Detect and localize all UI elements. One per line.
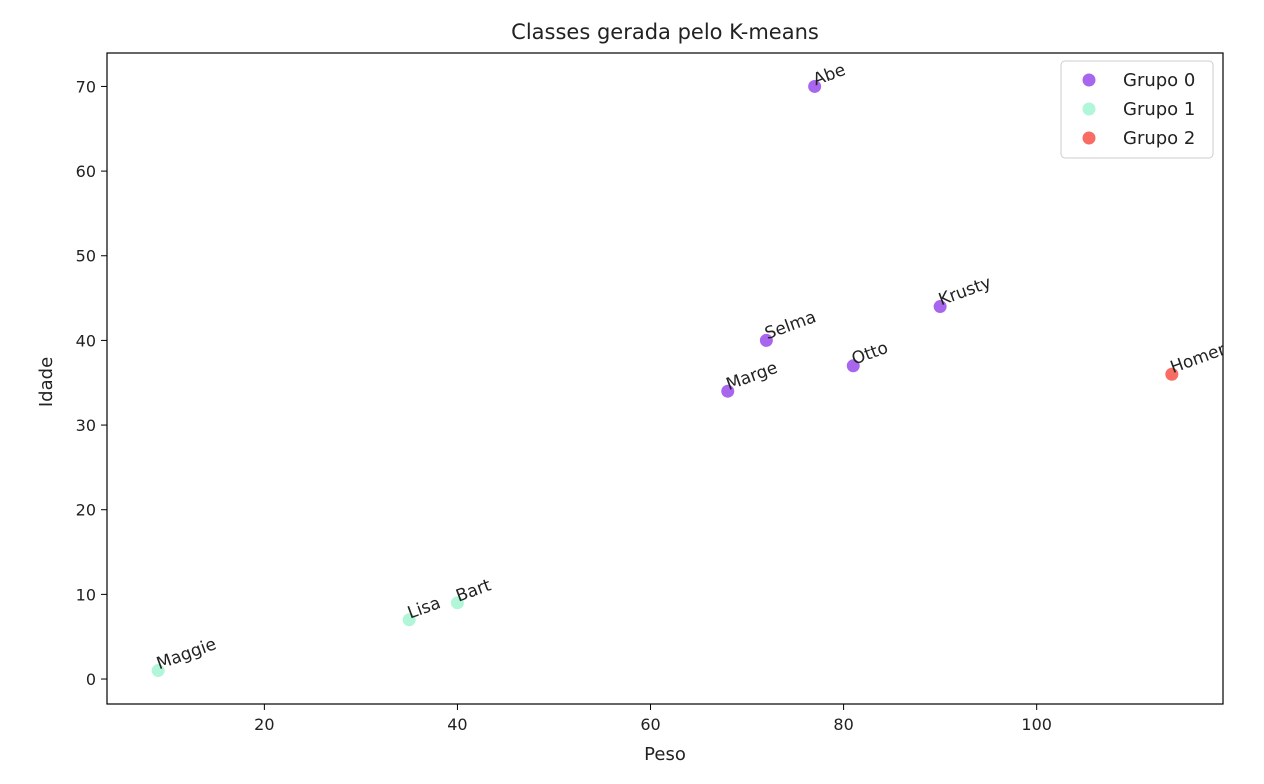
legend-box: [1060, 60, 1214, 159]
y-tick-label: 70: [76, 77, 96, 96]
point-label-homer: Homer: [1168, 340, 1229, 378]
point-label-otto: Otto: [849, 338, 891, 369]
y-tick-label: 10: [76, 585, 96, 604]
point-label-maggie: Maggie: [154, 634, 219, 674]
data-point-marge: [721, 384, 735, 398]
y-tick-label: 60: [76, 162, 96, 181]
y-tick-label: 0: [86, 670, 96, 689]
data-point-homer: [1165, 367, 1179, 381]
point-label-bart: Bart: [453, 575, 494, 606]
legend-marker: [1082, 102, 1096, 116]
x-tick-label: 20: [254, 715, 274, 734]
point-label-abe: Abe: [811, 60, 849, 90]
x-tick-label: 80: [833, 715, 853, 734]
point-label-selma: Selma: [762, 307, 819, 344]
legend-entry: Grupo 0: [1123, 70, 1195, 91]
data-point-lisa: [402, 613, 416, 627]
legend-marker: [1082, 131, 1096, 145]
data-point-otto: [846, 359, 860, 373]
x-tick-label: 60: [640, 715, 660, 734]
point-label-krusty: Krusty: [936, 273, 994, 310]
x-axis-label: Peso: [644, 744, 686, 765]
plot-frame: [106, 52, 1224, 705]
y-tick-label: 50: [76, 247, 96, 266]
data-point-bart: [450, 596, 464, 610]
point-label-marge: Marge: [724, 358, 781, 395]
x-tick-label: 100: [1021, 715, 1052, 734]
y-tick-label: 20: [76, 501, 96, 520]
legend-marker: [1082, 73, 1096, 87]
data-point-maggie: [151, 664, 165, 678]
chart-title: Classes gerada pelo K-means: [511, 20, 819, 44]
legend-entry: Grupo 2: [1123, 128, 1195, 149]
data-point-krusty: [933, 300, 947, 314]
y-tick-label: 30: [76, 416, 96, 435]
data-point-abe: [808, 79, 822, 93]
y-axis-label: Idade: [36, 357, 57, 407]
legend-entry: Grupo 1: [1123, 99, 1195, 120]
data-point-selma: [759, 333, 773, 347]
x-tick-label: 40: [447, 715, 467, 734]
point-label-lisa: Lisa: [405, 593, 443, 623]
y-tick-label: 40: [76, 331, 96, 350]
